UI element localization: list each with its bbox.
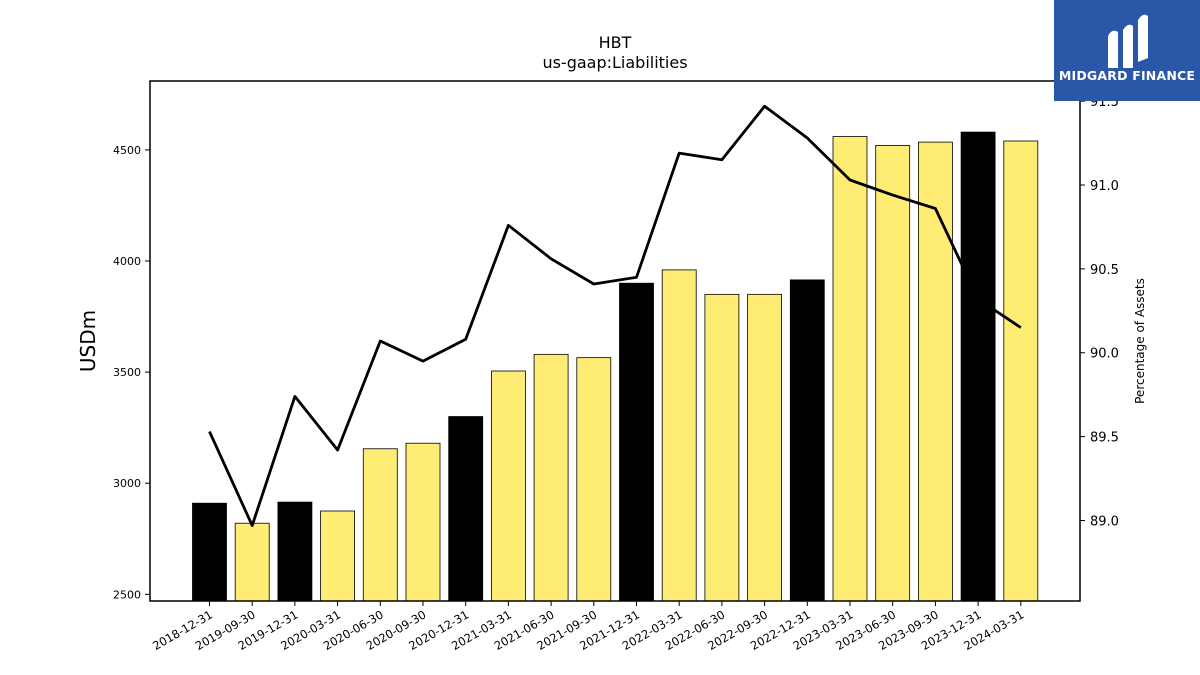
bar — [448, 416, 484, 602]
bar — [960, 131, 996, 602]
percentage-line — [208, 104, 1022, 527]
y2-tick-label: 89.0 — [1090, 514, 1119, 529]
y2-tick-label: 89.5 — [1090, 431, 1119, 446]
bar — [362, 448, 398, 602]
bar — [576, 357, 612, 602]
y2-tick-label: 90.5 — [1090, 263, 1119, 278]
y-axis-label: USDm — [76, 310, 100, 372]
bar — [320, 510, 356, 602]
logo-mark — [1054, 0, 1200, 101]
y2-axis-label: Percentage of Assets — [1133, 278, 1147, 404]
logo-text: MIDGARD FINANCE — [1058, 68, 1196, 83]
left-axis: 2500 3000 3500 4000 4500 — [113, 144, 150, 601]
y-tick-label: 4000 — [113, 255, 141, 268]
percentage-line-series — [208, 104, 1022, 527]
bar — [234, 522, 270, 602]
bar — [747, 293, 782, 602]
bar — [1003, 140, 1039, 602]
y-tick-label: 4500 — [113, 144, 141, 157]
chart-title: HBT — [599, 33, 632, 52]
bar — [661, 269, 697, 602]
y-tick-label: 3000 — [113, 477, 141, 490]
chart-subtitle: us-gaap:Liabilities — [542, 53, 687, 72]
bar — [277, 501, 313, 602]
logo-m-icon — [1108, 14, 1148, 69]
bar — [405, 442, 441, 602]
y-tick-label: 2500 — [113, 588, 141, 601]
bar — [490, 370, 526, 602]
y2-tick-label: 90.0 — [1090, 347, 1119, 362]
plot-frame — [149, 80, 1081, 602]
y2-tick-label: 91.0 — [1090, 179, 1119, 194]
bar — [533, 353, 569, 602]
y-tick-label: 3500 — [113, 366, 141, 379]
bar — [789, 279, 825, 602]
x-axis: 2018-12-312019-09-302019-12-312020-03-31… — [150, 601, 1026, 653]
bar — [192, 502, 227, 602]
bar — [875, 145, 911, 602]
right-axis: 89.089.590.090.591.091.5 — [1080, 95, 1119, 529]
bar — [619, 282, 654, 602]
bar — [918, 141, 953, 602]
bar — [832, 136, 868, 602]
bar — [704, 293, 740, 602]
logo: MIDGARD FINANCE — [1054, 0, 1200, 101]
bar-series — [192, 131, 1039, 602]
